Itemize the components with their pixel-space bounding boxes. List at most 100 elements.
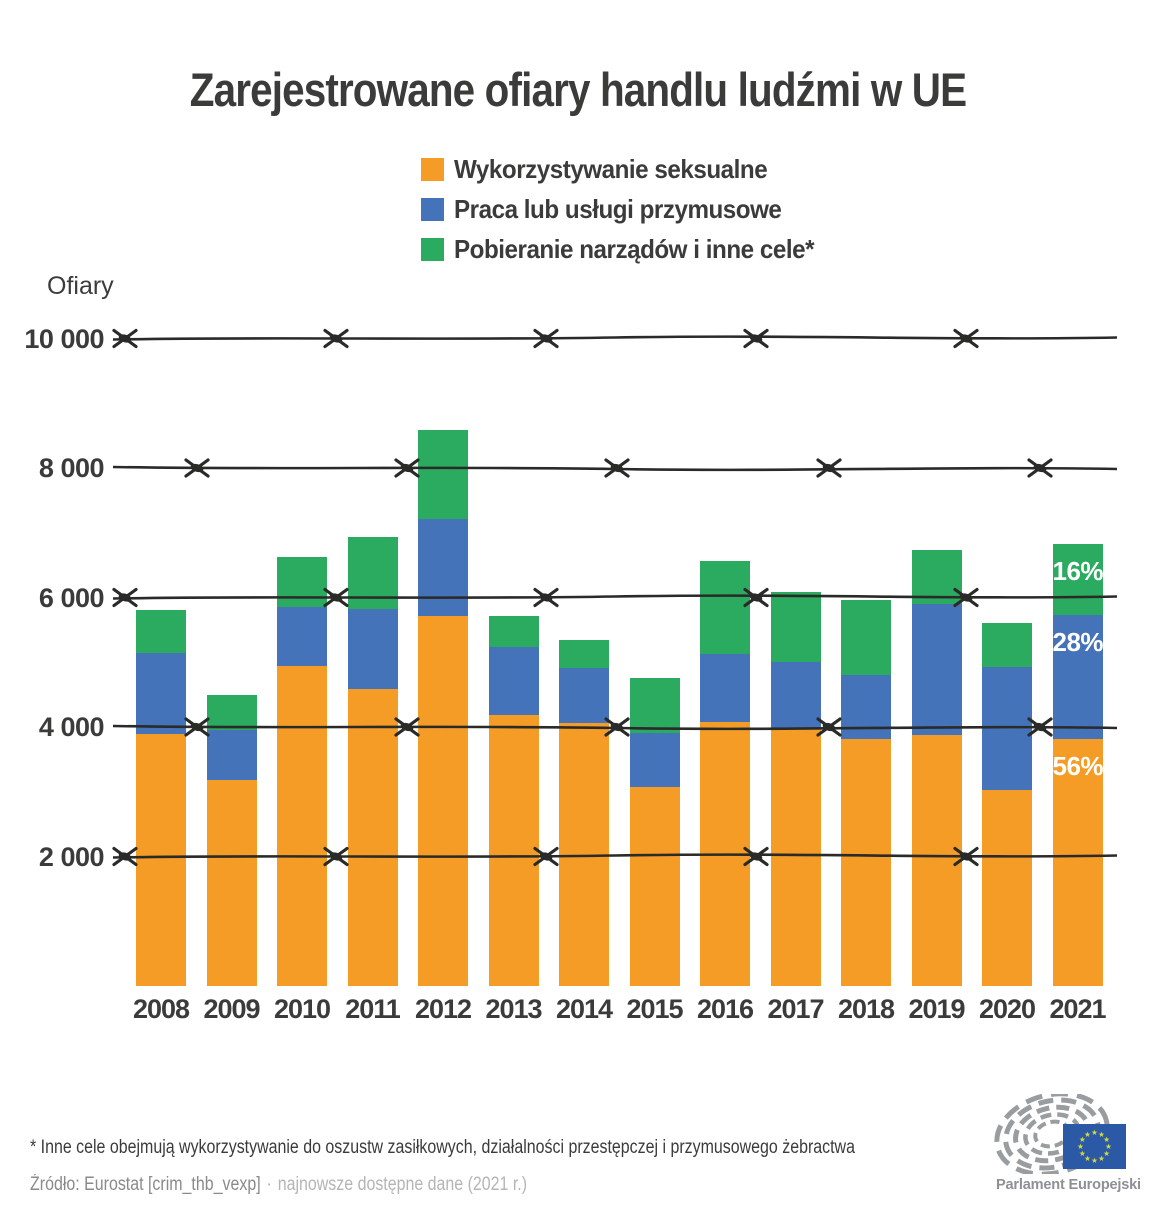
bar-segment-2011 [347,689,398,986]
bar-segment-2010 [277,666,327,986]
barb-knot-icon [112,846,138,867]
source-line: Źródło: Eurostat [crim_thb_vexp] · najnows… [30,1174,527,1196]
barb-knot-icon [816,717,842,737]
bar-segment-2017 [770,728,821,986]
barb-knot-icon [323,328,349,349]
x-axis-year-label: 2008 [132,994,190,1024]
bar-segment-2011 [347,609,398,690]
bar-segment-2021 [1052,544,1103,615]
x-axis-year-label: 2011 [345,994,401,1024]
x-axis-year-label: 2017 [767,994,824,1024]
barb-knot-icon [743,328,769,349]
y-axis-tick: 6 000 [38,582,105,613]
footnote: * Inne cele obejmują wykorzystywanie do … [30,1137,855,1158]
eu-star-icon: ★ [1084,1130,1091,1139]
x-axis-year-label: 2013 [485,994,542,1024]
bar-segment-2008 [136,653,186,735]
eu-flag-stars-icon: ★★★★★★★★★ ★ ★★ [1077,1128,1112,1165]
eu-star-icon: ★ [1079,1135,1086,1144]
hemicycle-and-flag-graphic: ★★★★★★★★★ ★ ★★ [994,1091,1126,1177]
barb-knot-icon [184,717,210,737]
eu-star-icon: ★ [1105,1142,1112,1151]
bar-segment-2017 [770,591,821,663]
eu-star-icon: ★ [1091,1156,1098,1165]
barb-knot-icon [1027,717,1053,737]
x-axis-year-label: 2020 [978,994,1036,1024]
bar-segment-2013 [488,616,539,648]
source-text: Źródło: Eurostat [crim_thb_vexp] [30,1174,261,1195]
barb-knot-icon [323,846,349,867]
y-axis-tick: 10 000 [24,323,104,354]
barb-knot-icon [604,717,630,737]
logo-caption: Parlament Europejski [996,1176,1141,1193]
hemicycle-arc [994,1091,1110,1177]
bar-segment-2018 [841,675,891,740]
bar-segment-2017 [770,662,821,729]
x-axis-year-label: 2015 [626,994,683,1024]
barb-knot-icon [394,717,420,737]
bar-segment-2019 [911,550,962,604]
legend-swatch-green [421,238,444,261]
bar-segment-2018 [841,739,891,986]
x-axis-year-label: 2016 [696,994,754,1024]
barb-knot-icon [1027,458,1053,478]
eu-star-icon: ★ [1103,1135,1110,1144]
bar-segment-2012 [418,616,468,986]
source-note: najnowsze dostępne dane (2021 r.) [277,1174,528,1195]
barb-knot-icon [533,587,559,608]
bar-segment-2014 [559,668,609,724]
barb-knot-icon [112,328,138,349]
eu-star-icon: ★ [1098,1154,1105,1163]
bar-segment-2009 [206,780,257,986]
wire-gridline [112,335,1118,341]
x-axis-year-label: 2021 [1049,994,1106,1024]
barb-knot-icon [184,458,210,478]
source-separator: · [266,1174,272,1195]
percent-label: 16% [1052,556,1104,587]
eu-star-icon: ★ [1079,1149,1086,1158]
bar-segment-2009 [206,730,257,781]
bar-segment-2012 [418,429,468,520]
bar-segment-2008 [136,734,186,986]
legend-label: Pobieranie narządów i inne cele* [454,234,815,264]
bar-segment-2021 [1052,614,1103,739]
bar-segment-2014 [559,640,609,669]
bar-segment-2015 [629,733,680,787]
bar-segment-2008 [136,609,186,654]
chart-title: Zarejestrowane ofiary handlu ludźmi w UE [189,63,967,116]
legend-swatch-blue [421,198,444,221]
wire-gridline [112,594,1118,600]
bar-segment-2015 [629,786,680,986]
bar-segment-2019 [911,734,962,986]
bar-segment-2019 [911,603,962,735]
bar-segment-2016 [700,561,750,655]
eu-star-icon: ★ [1084,1154,1091,1163]
eu-flag-icon [1063,1124,1126,1169]
x-axis-year-label: 2014 [555,994,613,1024]
barb-knot-icon [604,458,630,478]
bar-segment-2016 [700,654,750,722]
x-axis-year-label: 2018 [837,994,895,1024]
legend-item-forced-labour: Praca lub usługi przymusowe [421,194,841,224]
eu-star-icon: ★ [1098,1130,1105,1139]
bar-segment-2020 [982,666,1032,791]
bar-segment-2014 [559,723,609,986]
barb-knot-icon [953,328,979,349]
eu-star-icon: ★ [1091,1128,1098,1137]
bar-segment-2009 [206,695,257,731]
wire-gridline [112,724,1118,731]
barb-knot-icon [112,587,138,608]
y-axis-tick: 8 000 [38,453,105,483]
legend-item-organ-removal-other: Pobieranie narządów i inne cele* [421,234,841,264]
barb-knot-icon [816,458,842,478]
bar-segment-2021 [1052,738,1103,986]
bar-segment-2016 [700,721,750,986]
barb-knot-icon [394,458,420,478]
y-axis-title: Ofiary [47,272,114,300]
x-axis-year-label: 2019 [908,994,965,1024]
y-axis-tick: 2 000 [38,841,105,872]
bar-segment-2020 [982,790,1032,986]
legend: Wykorzystywanie seksualne Praca lub usłu… [421,154,841,278]
legend-label: Wykorzystywanie seksualne [454,154,768,184]
